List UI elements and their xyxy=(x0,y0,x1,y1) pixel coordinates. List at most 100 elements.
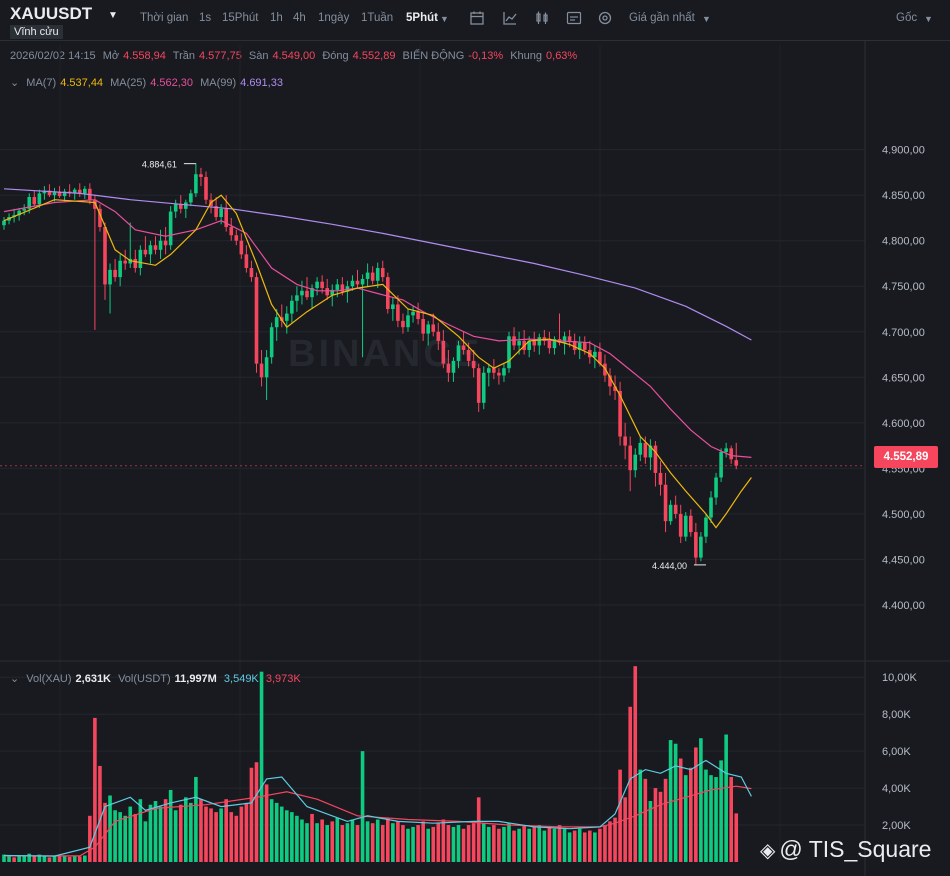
volume-bar xyxy=(118,812,122,862)
volume-tick-label: 10,00K xyxy=(882,672,918,684)
candle-body xyxy=(567,336,572,341)
volume-bar xyxy=(421,821,425,862)
price-type-dropdown-icon[interactable]: ▼ xyxy=(702,14,711,24)
candle-type-icon[interactable] xyxy=(534,10,550,26)
gear-icon[interactable] xyxy=(597,10,613,26)
candle-body xyxy=(598,351,602,364)
candle-body xyxy=(497,372,501,376)
timeframe-time-label[interactable]: Thời gian xyxy=(140,12,189,24)
candle-body xyxy=(426,324,430,334)
volume-bar xyxy=(67,856,72,862)
volume-bar xyxy=(113,810,117,862)
candle-body xyxy=(290,300,294,314)
candle-body xyxy=(189,193,193,203)
candle-body xyxy=(613,386,617,391)
ma-collapse-icon[interactable]: ⌄ xyxy=(10,77,20,89)
volume-bar xyxy=(98,765,102,862)
volume-ma2-line xyxy=(4,785,752,857)
volume-bar xyxy=(492,825,496,862)
price-type-select[interactable]: Giá gần nhất xyxy=(629,12,695,24)
volume-bar xyxy=(123,815,127,862)
volume-bar xyxy=(199,799,203,862)
candle-body xyxy=(52,192,57,196)
volume-bar xyxy=(12,857,16,862)
candle-body xyxy=(507,336,511,369)
candle-body xyxy=(57,192,62,197)
candle-body xyxy=(83,188,87,194)
candle-body xyxy=(184,202,188,209)
candle-body xyxy=(123,260,127,264)
chart-settings-icon[interactable] xyxy=(566,10,582,26)
volume-bar xyxy=(653,788,658,862)
candle-body xyxy=(451,360,456,373)
author-watermark: ◈ @ TIS_Square xyxy=(760,836,931,863)
timeframe-1d[interactable]: 1ngày xyxy=(318,12,350,24)
candle-body xyxy=(118,260,122,278)
candle-body xyxy=(93,199,97,209)
volume-bar xyxy=(254,762,259,862)
origin-dropdown-icon[interactable]: ▼ xyxy=(924,14,933,24)
price-tick-label: 4.500,00 xyxy=(882,509,925,521)
candle-body xyxy=(274,317,279,328)
volume-bar xyxy=(406,828,410,862)
volume-bar xyxy=(416,825,420,862)
volume-bar xyxy=(204,806,208,862)
vol-usdt-value: 11,997M xyxy=(174,673,217,685)
timeframe-5m[interactable]: 5Phút xyxy=(406,12,438,24)
volume-bar xyxy=(497,828,501,862)
volume-bar xyxy=(456,825,461,862)
candle-body xyxy=(249,268,254,278)
volume-bar xyxy=(355,825,360,862)
volume-bar xyxy=(128,806,133,862)
vol-collapse-icon[interactable]: ⌄ xyxy=(10,673,20,685)
volume-bar xyxy=(320,819,324,862)
candle-body xyxy=(623,436,627,446)
volume-bar xyxy=(214,812,218,862)
volume-bar xyxy=(370,823,375,862)
volume-bar xyxy=(133,813,138,862)
volume-bar xyxy=(588,830,592,862)
timeframe-1s[interactable]: 1s xyxy=(199,12,212,24)
close-value: 4.552,89 xyxy=(352,50,396,62)
candle-body xyxy=(633,454,638,471)
candle-body xyxy=(113,269,117,278)
watermark-diamond-icon: ◈ xyxy=(760,840,776,862)
volume-bar xyxy=(345,823,350,862)
volume-bar xyxy=(244,802,249,862)
symbol-title[interactable]: XAUUSDT xyxy=(10,4,93,23)
candle-body xyxy=(37,193,42,205)
timeframe-1w[interactable]: 1Tuần xyxy=(361,12,394,24)
candle-body xyxy=(552,339,557,349)
origin-button[interactable]: Gốc xyxy=(896,12,918,24)
calendar-icon[interactable] xyxy=(469,10,485,26)
price-tick-label: 4.900,00 xyxy=(882,145,925,157)
volume-bar xyxy=(189,802,193,862)
timeframe-1h[interactable]: 1h xyxy=(270,12,283,24)
volume-bar xyxy=(487,826,491,862)
timeframe-4h[interactable]: 4h xyxy=(293,12,306,24)
candle-body xyxy=(295,295,299,301)
volume-bar xyxy=(375,819,380,862)
volume-bar xyxy=(264,784,269,862)
candle-body xyxy=(719,451,723,478)
volume-bar xyxy=(461,828,466,862)
candle-body xyxy=(714,477,718,498)
candle-body xyxy=(204,176,208,200)
candle-body xyxy=(673,504,678,514)
volume-bar xyxy=(72,856,77,862)
candle-body xyxy=(72,189,77,194)
price-tick-label: 4.750,00 xyxy=(882,281,925,293)
timeframe-15m[interactable]: 15Phút xyxy=(222,12,259,24)
symbol-dropdown-icon[interactable]: ▼ xyxy=(108,10,118,21)
indicator-icon[interactable] xyxy=(502,10,518,26)
volume-bar xyxy=(22,856,26,862)
candle-body xyxy=(17,210,21,216)
candle-body xyxy=(148,245,153,255)
volume-bar xyxy=(37,854,42,862)
timeframe-more-icon[interactable]: ▼ xyxy=(440,14,449,24)
volume-bar xyxy=(547,826,552,862)
volume-bar xyxy=(593,832,597,862)
volume-bar xyxy=(517,828,521,862)
candle-body xyxy=(709,497,713,518)
